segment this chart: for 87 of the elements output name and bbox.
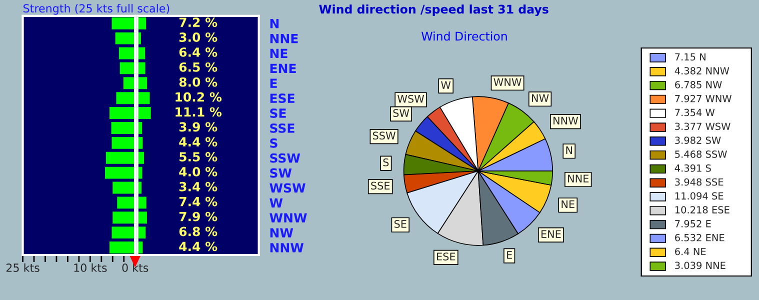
- data-label: 8.0 %: [179, 77, 218, 87]
- text: 6.785 NW: [675, 81, 722, 88]
- bar: [112, 17, 136, 30]
- data-label: 10.2 %: [176, 92, 222, 102]
- bar: [106, 152, 136, 164]
- y-tick-label: ESE: [270, 94, 294, 104]
- y-tick-label: NNE: [270, 34, 298, 44]
- slice-label: ESE: [437, 252, 456, 260]
- slice-label: W: [441, 81, 451, 89]
- text: 10.218 ESE: [675, 206, 730, 214]
- text: 11.094 SE: [675, 192, 724, 200]
- bar: [116, 92, 136, 104]
- y-tick-label: WSW: [270, 183, 306, 193]
- data-label: 6.4 %: [179, 47, 218, 57]
- slice-label: N: [566, 146, 572, 154]
- slice-label: WSW: [398, 94, 424, 103]
- y-tick-label: NNW: [270, 243, 304, 252]
- slice-label: NW: [532, 94, 549, 102]
- text: 3.377 WSW: [675, 122, 730, 130]
- slice-label: SSE: [371, 182, 390, 190]
- bar: [115, 32, 136, 44]
- text: 7.354 W: [675, 108, 715, 116]
- bar: [112, 226, 136, 239]
- slice-label: SW: [393, 109, 410, 117]
- slice-label: ENE: [542, 230, 561, 238]
- slice-label: NE: [562, 200, 574, 208]
- chart-title: Strength (25 kts full scale): [24, 4, 170, 15]
- data-label: 4.0 %: [179, 166, 218, 176]
- bar: [109, 107, 136, 120]
- y-tick-label: NE: [270, 48, 288, 58]
- text: 3.982 SW: [675, 136, 721, 144]
- bar: [117, 196, 136, 209]
- bar: [109, 242, 136, 254]
- bar: [112, 136, 136, 149]
- slice-label: WNW: [494, 78, 522, 86]
- chart-subtitle: Wind Direction: [422, 32, 507, 41]
- text: 3.039 NNE: [675, 262, 726, 270]
- text: 5.468 SSW: [675, 150, 727, 158]
- text: 6.532 ENE: [675, 234, 724, 242]
- data-label: 3.4 %: [179, 182, 218, 192]
- text: 7.927 WNW: [675, 94, 732, 102]
- data-label: 7.4 %: [179, 196, 218, 206]
- text: 3.948 SSE: [675, 178, 724, 186]
- bar: [137, 92, 150, 104]
- y-tick-label: SE: [270, 108, 286, 118]
- data-label: 5.5 %: [180, 152, 218, 162]
- slice-label: NNE: [568, 174, 589, 182]
- data-label: 11.1 %: [176, 107, 222, 117]
- bar: [111, 122, 136, 134]
- y-tick-label: S: [270, 138, 278, 148]
- slice-label: SE: [394, 220, 406, 228]
- text: 7.952 E: [675, 220, 711, 228]
- slice-label: NNW: [554, 116, 578, 124]
- data-label: 7.9 %: [179, 212, 218, 222]
- y-tick-label: SW: [270, 168, 292, 178]
- y-tick-label: SSW: [270, 153, 300, 163]
- y-tick-label: SSE: [270, 123, 294, 133]
- slice-label: S: [383, 158, 389, 166]
- data-label: 6.5 %: [179, 62, 218, 72]
- bar: [137, 107, 151, 120]
- x-tick-label: 25 kts: [6, 263, 40, 272]
- x-tick-label: 10 kts: [74, 263, 107, 272]
- data-label: 6.8 %: [179, 226, 218, 236]
- data-label: 3.0 %: [179, 32, 218, 42]
- bar: [123, 77, 136, 90]
- y-tick-label: NW: [270, 228, 294, 238]
- text: 7.15 N: [675, 53, 706, 61]
- text: 4.391 S: [674, 164, 711, 172]
- data-label: 7.2 %: [179, 18, 218, 27]
- bar: [112, 182, 136, 194]
- slice-label: SSW: [372, 132, 396, 140]
- x-tick-label: 0 kts: [122, 263, 148, 272]
- bar: [112, 212, 136, 224]
- slice-label: E: [507, 251, 512, 259]
- bar: [104, 166, 136, 179]
- data-label: 4.4 %: [179, 137, 218, 147]
- y-tick-label: N: [270, 19, 279, 28]
- y-tick-label: WNW: [270, 213, 307, 222]
- text: 6.4 NE: [675, 248, 706, 256]
- bar: [120, 62, 136, 74]
- y-tick-label: W: [270, 198, 283, 208]
- chart-title: Wind direction /speed last 31 days: [319, 4, 548, 16]
- y-tick-label: ENE: [270, 64, 296, 73]
- text: 4.382 NNW: [674, 67, 730, 74]
- data-label: 3.9 %: [179, 122, 218, 132]
- y-tick-label: E: [270, 78, 277, 88]
- data-label: 4.4 %: [179, 242, 218, 252]
